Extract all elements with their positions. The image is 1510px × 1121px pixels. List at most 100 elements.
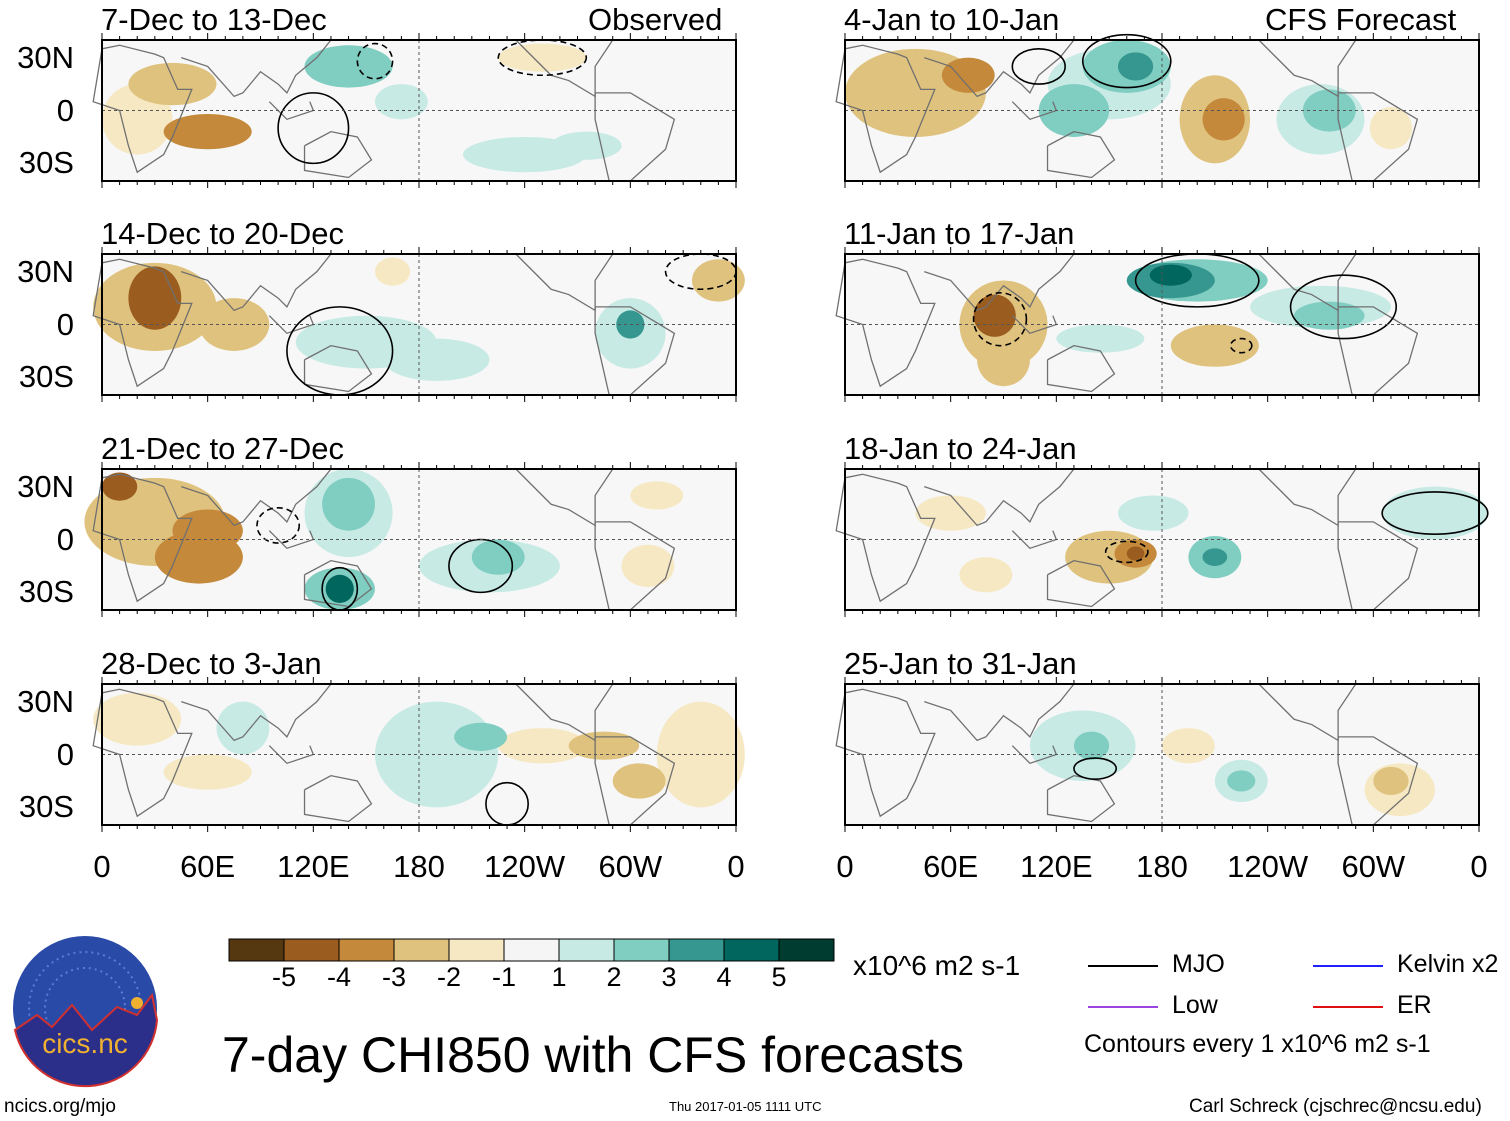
panel-title: 4-Jan to 10-Jan <box>844 2 1060 37</box>
coastline <box>1046 559 1116 608</box>
anomaly-region <box>1202 548 1228 566</box>
anomaly-region <box>374 84 428 120</box>
anomaly-region <box>498 43 587 72</box>
y-tick-label: 0 <box>56 306 74 342</box>
coastline <box>594 521 676 611</box>
x-tick-label: 0 <box>727 849 745 884</box>
coastline <box>515 253 614 312</box>
footer-url[interactable]: ncics.org/mjo <box>4 1096 116 1117</box>
coastline <box>303 559 373 608</box>
mjo-contour <box>1011 48 1066 85</box>
coastline <box>92 473 193 603</box>
anomaly-region <box>128 266 182 330</box>
colorbar-tick-label: 5 <box>771 962 787 992</box>
x-tick-label: 0 <box>93 849 111 884</box>
anomaly-region <box>568 731 640 760</box>
x-tick-label: 180 <box>393 849 445 884</box>
anomaly-region <box>374 701 499 808</box>
coastline <box>181 39 332 98</box>
colorbar-swatch <box>503 938 560 962</box>
anomaly-region <box>172 509 243 552</box>
map-panel <box>84 462 737 617</box>
anomaly-region <box>1202 98 1245 141</box>
anomaly-region <box>216 701 270 755</box>
y-tick-label: 30N <box>17 39 74 75</box>
y-tick-label: 30N <box>17 253 74 289</box>
anomaly-region <box>621 544 675 588</box>
colorbar-tick-label: -5 <box>271 962 297 992</box>
coastline <box>924 683 1075 742</box>
map-panel <box>835 33 1480 188</box>
coastline <box>924 468 1075 527</box>
anomaly-region <box>1117 52 1154 81</box>
anomaly-region <box>163 754 252 790</box>
mjo-contour <box>1081 33 1172 89</box>
anomaly-region <box>691 259 745 302</box>
coastline <box>92 688 193 818</box>
x-tick-label: 120W <box>484 849 566 884</box>
coastline <box>1046 344 1116 393</box>
x-tick-label: 180 <box>1136 849 1188 884</box>
logo-text: cics.nc <box>42 1028 128 1059</box>
coastline <box>835 258 936 388</box>
x-tick-label: 60E <box>923 849 979 884</box>
colorbar-swatch <box>283 938 340 962</box>
y-tick-label: 30N <box>17 683 74 719</box>
map-panel <box>92 247 745 402</box>
anomaly-region <box>471 539 525 575</box>
x-tick-label: 120E <box>1020 849 1093 884</box>
mjo-contour <box>1381 491 1489 536</box>
anomaly-region <box>454 722 508 751</box>
coastline <box>515 468 614 527</box>
x-tick-label: 0 <box>836 849 854 884</box>
anomaly-region <box>551 131 622 160</box>
legend-label: MJO <box>1172 950 1225 978</box>
colorbar-tick-label: -2 <box>436 962 462 992</box>
anomaly-region <box>102 472 138 501</box>
cics-logo: cics.nc <box>13 936 159 1088</box>
anomaly-region <box>1227 770 1256 792</box>
anomaly-region <box>1170 324 1259 367</box>
anomaly-region <box>1369 106 1413 150</box>
anomaly-region <box>1126 546 1145 561</box>
x-tick-label: 60W <box>598 849 663 884</box>
map-panel <box>92 677 745 832</box>
anomaly-region <box>1117 495 1189 531</box>
coastline <box>924 39 1075 98</box>
panel-title: 21-Dec to 27-Dec <box>101 431 344 466</box>
map-panel <box>835 247 1480 402</box>
panel-title: 25-Jan to 31-Jan <box>844 646 1077 681</box>
colorbar-swatch <box>338 938 395 962</box>
colorbar-swatch <box>668 938 725 962</box>
y-tick-label: 30S <box>18 789 74 825</box>
mjo-contour <box>356 42 394 80</box>
anomaly-region <box>163 114 252 150</box>
footer-author: Carl Schreck (cjschrec@ncsu.edu) <box>1189 1096 1482 1117</box>
legend-line <box>1088 965 1158 967</box>
colorbar-tick-label: -4 <box>326 962 352 992</box>
coastline <box>1046 130 1116 179</box>
y-tick-label: 0 <box>56 521 74 557</box>
x-tick-label: 60W <box>1341 849 1406 884</box>
legend-label: Low <box>1172 991 1218 1019</box>
anomaly-region <box>1056 324 1145 353</box>
anomaly-region <box>612 763 666 799</box>
y-tick-label: 0 <box>56 736 74 772</box>
anomaly-region <box>959 557 1013 593</box>
mjo-contour <box>1104 540 1149 564</box>
coastline <box>594 736 676 826</box>
colorbar-swatch <box>448 938 505 962</box>
mjo-contour <box>1289 274 1398 340</box>
colorbar-tick-label: 4 <box>716 962 732 992</box>
anomaly-region <box>93 692 182 746</box>
map-panel <box>835 462 1489 617</box>
anomaly-region <box>1162 728 1215 764</box>
colorbar-swatch <box>778 938 835 962</box>
legend-line <box>1313 1006 1383 1008</box>
anomaly-region <box>915 495 986 531</box>
coastline <box>515 683 614 742</box>
coastline <box>1337 521 1419 611</box>
contour-note: Contours every 1 x10^6 m2 s-1 <box>1084 1030 1431 1058</box>
anomaly-region <box>1149 264 1192 286</box>
anomaly-region <box>304 45 393 88</box>
